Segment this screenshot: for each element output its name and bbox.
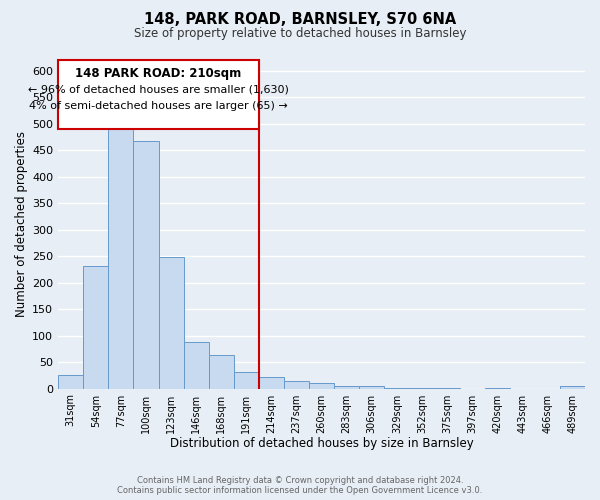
Text: Size of property relative to detached houses in Barnsley: Size of property relative to detached ho…	[134, 28, 466, 40]
Text: 4% of semi-detached houses are larger (65) →: 4% of semi-detached houses are larger (6…	[29, 101, 288, 111]
Bar	[359, 386, 384, 388]
Bar	[334, 386, 359, 388]
Y-axis label: Number of detached properties: Number of detached properties	[15, 132, 28, 318]
Bar	[209, 355, 234, 388]
FancyBboxPatch shape	[58, 60, 259, 129]
Bar	[184, 342, 209, 388]
Bar	[109, 129, 133, 388]
Text: ← 96% of detached houses are smaller (1,630): ← 96% of detached houses are smaller (1,…	[28, 84, 289, 94]
Bar	[158, 256, 184, 388]
X-axis label: Distribution of detached houses by size in Barnsley: Distribution of detached houses by size …	[170, 437, 473, 450]
Bar	[309, 384, 334, 388]
Bar	[284, 381, 309, 388]
Bar	[234, 372, 259, 388]
Text: 148, PARK ROAD, BARNSLEY, S70 6NA: 148, PARK ROAD, BARNSLEY, S70 6NA	[144, 12, 456, 28]
Bar	[83, 266, 109, 388]
Bar	[560, 386, 585, 388]
Text: 148 PARK ROAD: 210sqm: 148 PARK ROAD: 210sqm	[76, 66, 242, 80]
Text: Contains HM Land Registry data © Crown copyright and database right 2024.
Contai: Contains HM Land Registry data © Crown c…	[118, 476, 482, 495]
Bar	[58, 376, 83, 388]
Bar	[259, 377, 284, 388]
Bar	[133, 140, 158, 388]
